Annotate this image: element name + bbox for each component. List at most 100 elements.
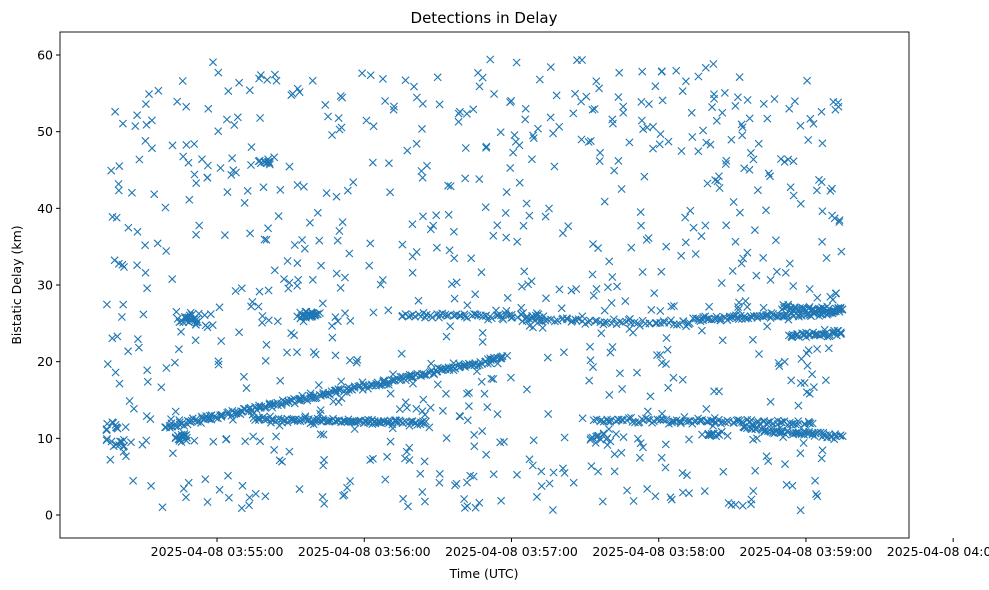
data-point <box>309 394 318 403</box>
data-point <box>187 416 196 425</box>
data-point <box>819 330 828 339</box>
data-point <box>412 93 421 102</box>
data-point <box>255 287 264 296</box>
data-point <box>493 410 502 419</box>
data-point <box>395 405 404 414</box>
data-point <box>666 493 675 502</box>
data-point <box>618 385 627 393</box>
data-point <box>738 131 747 140</box>
data-point <box>662 242 671 251</box>
data-point <box>129 476 138 485</box>
data-point <box>180 429 189 438</box>
x-tick-label: 2025-04-08 03:56:00 <box>298 544 431 559</box>
data-point <box>192 179 201 188</box>
data-point <box>513 470 521 479</box>
data-point <box>224 471 232 480</box>
data-point <box>603 283 612 292</box>
data-point <box>482 450 491 459</box>
data-point <box>301 412 310 421</box>
data-point <box>471 290 480 299</box>
data-point <box>214 68 223 77</box>
data-point <box>242 384 251 393</box>
data-point <box>343 186 352 195</box>
data-point <box>783 426 792 435</box>
data-point <box>206 310 215 319</box>
data-point <box>560 468 569 477</box>
data-point <box>264 316 273 325</box>
data-point <box>477 377 486 386</box>
data-point <box>118 260 127 269</box>
y-tick-label: 50 <box>37 124 53 139</box>
data-point <box>114 180 123 188</box>
data-point <box>786 183 795 192</box>
data-point <box>319 461 328 470</box>
data-point <box>636 439 645 448</box>
data-point <box>584 137 593 146</box>
data-point <box>170 358 179 367</box>
data-point <box>239 372 248 381</box>
data-point <box>685 489 693 498</box>
data-point <box>316 409 325 418</box>
data-point <box>649 144 657 153</box>
data-point <box>809 383 818 392</box>
data-point <box>215 303 224 312</box>
data-point <box>243 186 252 195</box>
data-point <box>734 303 743 311</box>
data-point <box>681 238 690 247</box>
data-point <box>497 354 506 363</box>
data-point <box>461 144 470 152</box>
data-point <box>336 283 345 292</box>
data-point <box>432 243 441 252</box>
data-point <box>749 487 758 495</box>
data-point <box>433 73 442 82</box>
data-point <box>318 492 327 501</box>
data-point <box>217 337 226 345</box>
data-point <box>683 471 691 480</box>
data-point <box>600 197 609 206</box>
data-point <box>425 423 434 432</box>
data-point <box>586 137 595 145</box>
data-point <box>767 424 776 433</box>
data-point <box>346 477 355 486</box>
data-point <box>656 351 665 359</box>
data-point <box>745 114 754 123</box>
data-point <box>806 114 815 123</box>
data-point <box>747 495 756 504</box>
y-tick-label: 0 <box>45 508 53 523</box>
data-point <box>241 437 250 446</box>
data-point <box>460 312 469 321</box>
data-point <box>217 410 226 419</box>
data-point <box>240 198 249 207</box>
data-point <box>135 155 144 164</box>
data-point <box>397 349 406 358</box>
data-point <box>804 136 813 144</box>
data-point <box>371 419 380 428</box>
data-point <box>707 429 716 438</box>
data-point <box>731 237 740 246</box>
data-point <box>717 427 726 436</box>
data-point <box>366 456 375 464</box>
data-point <box>421 410 429 419</box>
data-point <box>589 291 598 300</box>
data-point <box>106 455 115 464</box>
data-point <box>559 464 567 473</box>
data-point <box>587 462 596 471</box>
data-point <box>832 289 841 298</box>
data-point <box>710 94 719 103</box>
data-point <box>796 199 805 208</box>
data-point <box>119 447 128 456</box>
data-point <box>707 431 716 440</box>
data-point <box>313 208 322 217</box>
x-tick-label: 2025-04-08 03:59:00 <box>740 544 873 559</box>
data-point <box>619 102 628 111</box>
x-tick-label: 2025-04-08 04:00:00 <box>887 544 989 559</box>
x-axis-label: Time (UTC) <box>448 566 518 581</box>
data-point <box>167 415 175 424</box>
data-point <box>478 427 487 436</box>
data-point <box>713 177 722 186</box>
data-point <box>735 73 744 82</box>
data-point <box>670 302 678 310</box>
data-point <box>203 173 212 182</box>
data-point <box>558 229 567 238</box>
data-point <box>337 394 346 403</box>
